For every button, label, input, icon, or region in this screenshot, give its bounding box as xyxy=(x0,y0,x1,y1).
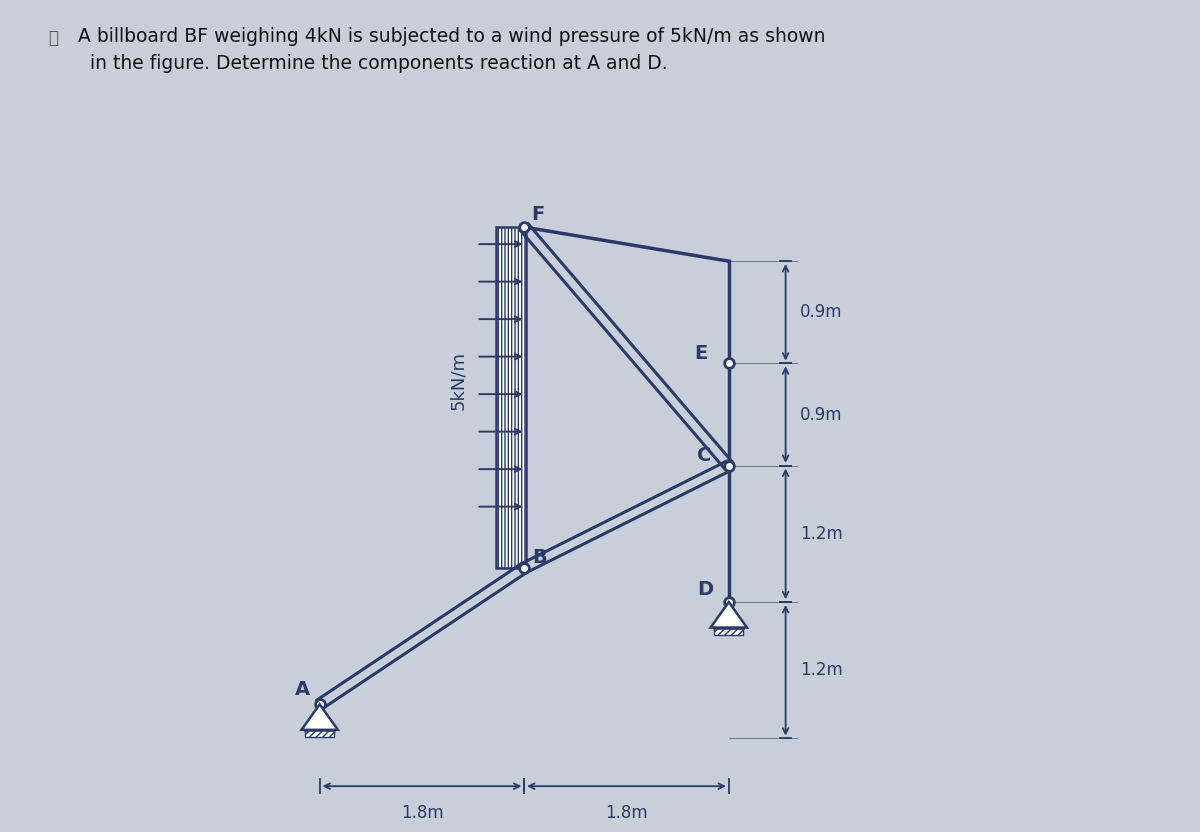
Text: A billboard BF weighing 4kN is subjected to a wind pressure of 5kN/m as shown: A billboard BF weighing 4kN is subjected… xyxy=(78,27,826,46)
Text: 1.2m: 1.2m xyxy=(800,661,844,679)
Text: A: A xyxy=(295,681,310,699)
Text: 0.9m: 0.9m xyxy=(800,405,842,423)
Text: 1.8m: 1.8m xyxy=(605,805,648,822)
Polygon shape xyxy=(301,705,338,730)
Text: 1.2m: 1.2m xyxy=(800,525,844,543)
Text: B: B xyxy=(532,548,547,567)
Bar xyxy=(305,730,335,737)
Text: 5kN/m: 5kN/m xyxy=(449,351,467,410)
Bar xyxy=(305,730,335,737)
Text: E: E xyxy=(695,344,708,363)
Bar xyxy=(714,627,743,635)
Text: 0.9m: 0.9m xyxy=(800,304,842,321)
Text: F: F xyxy=(532,206,545,225)
Text: in the figure. Determine the components reaction at A and D.: in the figure. Determine the components … xyxy=(78,54,667,73)
Polygon shape xyxy=(710,602,746,627)
Text: 🐾: 🐾 xyxy=(48,29,58,47)
Text: D: D xyxy=(697,580,713,599)
Bar xyxy=(496,227,527,568)
Text: C: C xyxy=(697,446,712,465)
Text: 1.8m: 1.8m xyxy=(401,805,443,822)
Bar xyxy=(714,627,743,635)
Bar xyxy=(496,227,527,568)
